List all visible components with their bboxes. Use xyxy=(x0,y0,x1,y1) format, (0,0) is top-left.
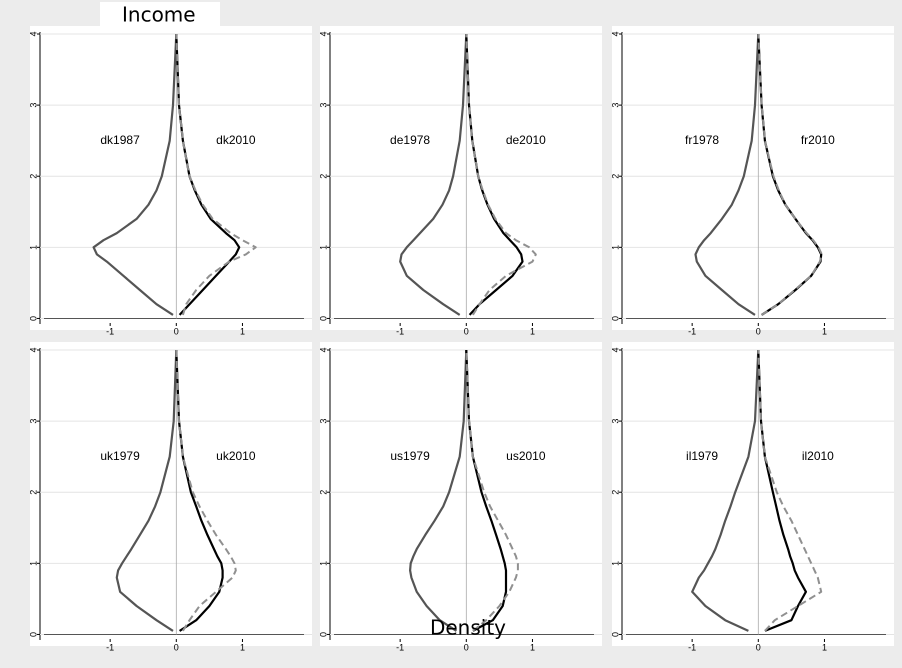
series-label: dk1987 xyxy=(100,133,140,147)
y-tick-label: 4 xyxy=(318,347,328,352)
x-tick-label: 1 xyxy=(822,642,827,652)
density xyxy=(409,349,468,632)
x-tick-label: -1 xyxy=(688,642,696,652)
y-tick-label: 2 xyxy=(318,174,328,179)
series-label: uk2010 xyxy=(216,449,256,463)
x-tick-label: 0 xyxy=(756,326,761,336)
x-tick-label: 1 xyxy=(530,326,535,336)
panel xyxy=(320,342,602,646)
x-axis-title: Density xyxy=(430,616,506,640)
y-tick-label: 1 xyxy=(610,561,620,566)
density xyxy=(399,33,468,316)
y-tick-label: 3 xyxy=(318,103,328,108)
density xyxy=(757,349,807,632)
label-box xyxy=(100,2,220,26)
series-label: fr1978 xyxy=(685,133,719,147)
y-tick-label: 4 xyxy=(318,31,328,36)
y-tick-label: 1 xyxy=(318,561,328,566)
x-tick-label: -1 xyxy=(106,326,114,336)
series-label: us2010 xyxy=(506,449,546,463)
dashed-density xyxy=(757,33,823,316)
y-tick-label: 4 xyxy=(610,347,620,352)
y-tick-label: 3 xyxy=(318,419,328,424)
dashed-density xyxy=(175,33,257,316)
x-tick-label: 0 xyxy=(464,642,469,652)
y-tick-label: 1 xyxy=(28,561,38,566)
y-tick-label: 1 xyxy=(610,245,620,250)
series-label: dk2010 xyxy=(216,133,256,147)
y-tick-label: 1 xyxy=(318,245,328,250)
y-tick-label: 2 xyxy=(610,490,620,495)
panel xyxy=(30,342,312,646)
y-tick-label: 3 xyxy=(610,103,620,108)
x-tick-label: 1 xyxy=(240,326,245,336)
series-label: de2010 xyxy=(506,133,546,147)
density xyxy=(115,349,178,632)
y-tick-label: 0 xyxy=(318,632,328,637)
y-tick-label: 2 xyxy=(28,490,38,495)
y-tick-label: 0 xyxy=(610,316,620,321)
y-tick-label: 4 xyxy=(610,31,620,36)
panel xyxy=(320,26,602,330)
dashed-density xyxy=(757,349,823,632)
x-tick-label: 0 xyxy=(174,326,179,336)
series-label: il1979 xyxy=(686,449,718,463)
y-tick-label: 2 xyxy=(28,174,38,179)
y-tick-label: 0 xyxy=(610,632,620,637)
series-label: il2010 xyxy=(802,449,834,463)
y-tick-label: 4 xyxy=(28,347,38,352)
dashed-density xyxy=(465,349,519,632)
x-tick-label: 1 xyxy=(530,642,535,652)
y-tick-label: 4 xyxy=(28,31,38,36)
series-label: fr2010 xyxy=(801,133,835,147)
density xyxy=(694,33,760,316)
y-tick-label: 2 xyxy=(610,174,620,179)
y-tick-label: 0 xyxy=(318,316,328,321)
y-tick-label: 1 xyxy=(28,245,38,250)
x-tick-label: -1 xyxy=(106,642,114,652)
series-label: de1978 xyxy=(390,133,430,147)
x-tick-label: 1 xyxy=(822,326,827,336)
y-tick-label: 3 xyxy=(28,419,38,424)
dashed-density xyxy=(175,349,237,632)
panel xyxy=(612,26,894,330)
density xyxy=(465,33,524,316)
x-tick-label: -1 xyxy=(688,326,696,336)
y-tick-label: 2 xyxy=(318,490,328,495)
x-tick-label: -1 xyxy=(396,326,404,336)
y-tick-label: 3 xyxy=(610,419,620,424)
density xyxy=(92,33,178,316)
x-tick-label: -1 xyxy=(396,642,404,652)
panel xyxy=(612,342,894,646)
x-tick-label: 0 xyxy=(174,642,179,652)
y-tick-label: 3 xyxy=(28,103,38,108)
x-tick-label: 0 xyxy=(464,326,469,336)
panel xyxy=(30,26,312,330)
y-axis-title: Income xyxy=(122,3,196,27)
x-tick-label: 0 xyxy=(756,642,761,652)
series-label: us1979 xyxy=(390,449,430,463)
x-tick-label: 1 xyxy=(240,642,245,652)
y-tick-label: 0 xyxy=(28,316,38,321)
y-tick-label: 0 xyxy=(28,632,38,637)
density xyxy=(691,349,760,632)
series-label: uk1979 xyxy=(100,449,140,463)
